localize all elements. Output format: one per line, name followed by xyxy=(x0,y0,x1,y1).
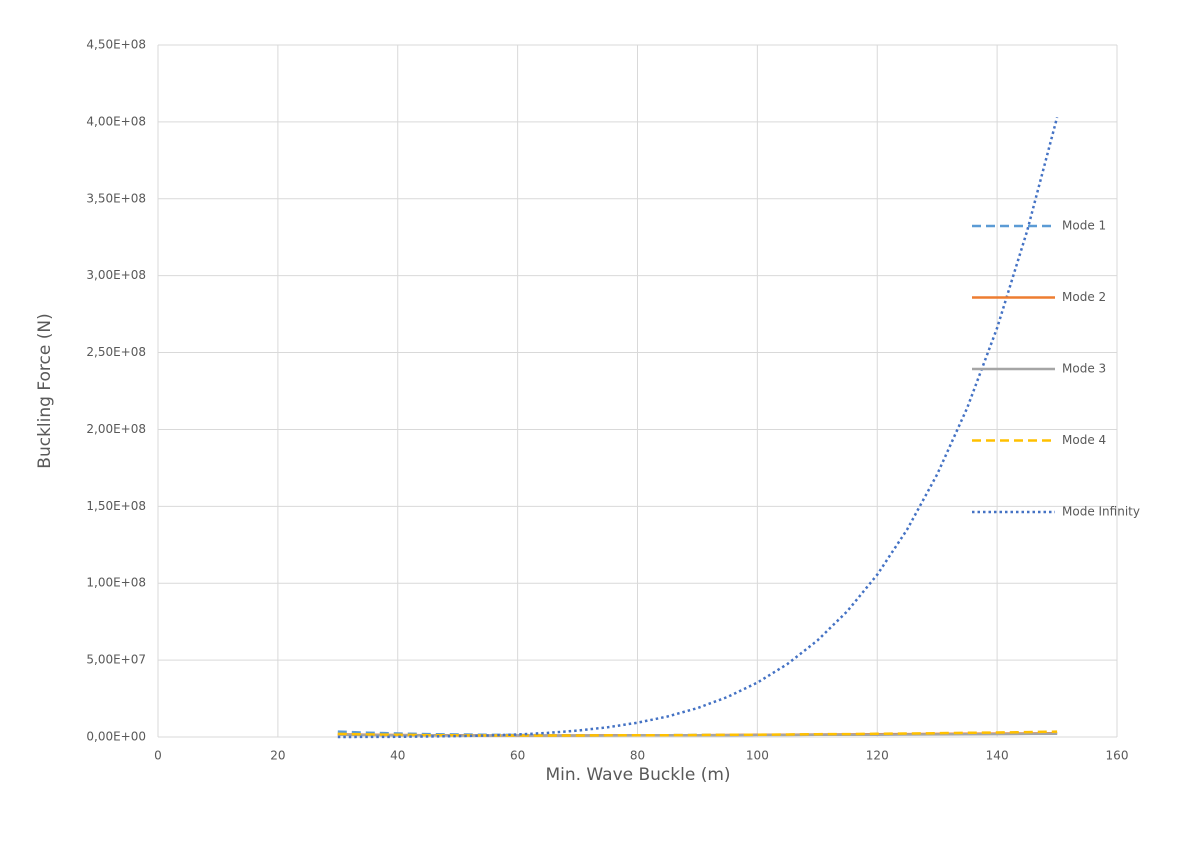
y-tick-label: 2,50E+08 xyxy=(86,345,146,359)
y-tick-label: 4,00E+08 xyxy=(86,114,146,128)
legend-label: Mode Infinity xyxy=(1062,505,1140,519)
x-tick-label: 120 xyxy=(866,749,889,763)
y-tick-label: 1,00E+08 xyxy=(86,576,146,590)
y-tick-label: 5,00E+07 xyxy=(86,653,146,667)
series-line xyxy=(337,730,1058,737)
legend-label: Mode 2 xyxy=(1062,290,1106,304)
legend-label: Mode 3 xyxy=(1062,362,1106,376)
y-tick-label: 3,00E+08 xyxy=(86,268,146,282)
x-tick-label: 40 xyxy=(390,749,405,763)
x-tick-label: 20 xyxy=(270,749,285,763)
y-tick-label: 3,50E+08 xyxy=(86,191,146,205)
x-tick-label: 80 xyxy=(630,749,645,763)
y-axis-title: Buckling Force (N) xyxy=(35,313,55,468)
x-tick-label: 100 xyxy=(746,749,769,763)
x-axis-title: Min. Wave Buckle (m) xyxy=(545,765,730,785)
x-tick-label: 140 xyxy=(986,749,1009,763)
y-tick-label: 1,50E+08 xyxy=(86,499,146,513)
x-tick-label: 160 xyxy=(1106,749,1129,763)
y-tick-label: 0,00E+00 xyxy=(86,730,146,744)
y-tick-label: 4,50E+08 xyxy=(86,38,146,52)
y-tick-label: 2,00E+08 xyxy=(86,422,146,436)
legend-label: Mode 4 xyxy=(1062,433,1106,447)
legend-label: Mode 1 xyxy=(1062,219,1106,233)
x-tick-label: 0 xyxy=(154,749,162,763)
x-tick-label: 60 xyxy=(510,749,525,763)
